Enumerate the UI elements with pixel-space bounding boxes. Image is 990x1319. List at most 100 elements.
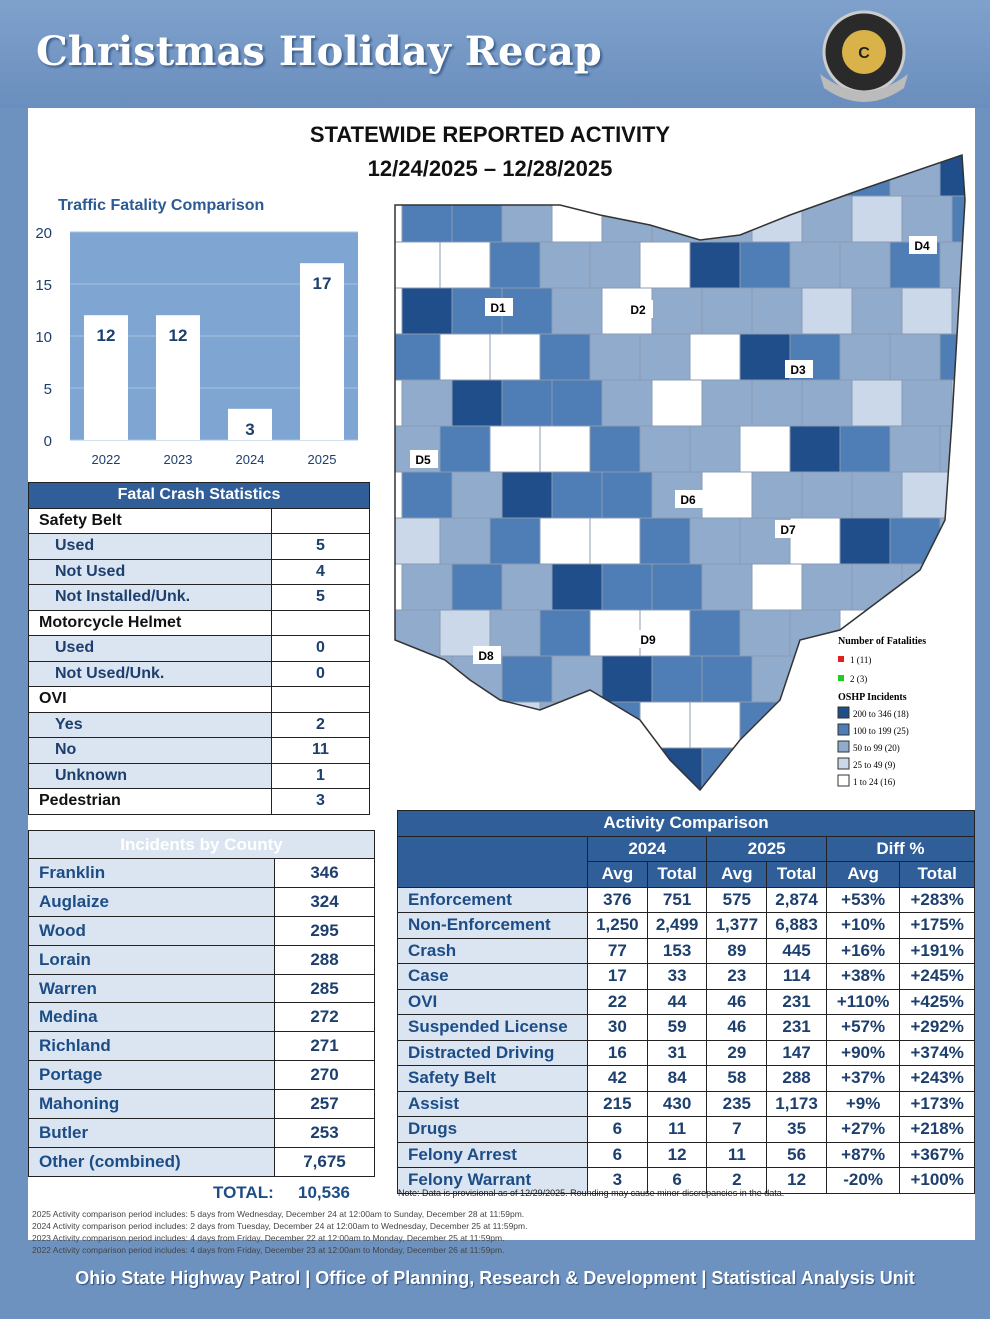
county-shape xyxy=(539,241,591,289)
fatal-row: Unknown 1 xyxy=(28,762,370,789)
activity-label: Non-Enforcement xyxy=(397,912,588,939)
x-tick-label: 2023 xyxy=(164,452,193,467)
activity-value: 17 xyxy=(587,963,648,990)
fatal-marker-icon xyxy=(838,656,844,662)
ohp-logo: C xyxy=(820,10,908,102)
activity-value: 231 xyxy=(766,988,827,1015)
activity-value: 575 xyxy=(706,886,768,913)
county-shape xyxy=(939,609,965,657)
county-shape xyxy=(639,701,691,749)
county-shape xyxy=(590,794,640,800)
activity-row: Case 17 33 23 114 +38% +245% xyxy=(397,963,975,990)
activity-value: 33 xyxy=(646,963,708,990)
county-shape xyxy=(751,195,803,243)
county-shape xyxy=(451,471,503,519)
county-shape xyxy=(901,287,953,335)
county-table: Incidents by County Franklin 346 Auglaize 3… xyxy=(28,830,375,1177)
county-shape xyxy=(851,747,903,790)
activity-value: 22 xyxy=(587,988,648,1015)
activity-value: +10% xyxy=(825,912,901,939)
activity-value: +53% xyxy=(825,886,901,913)
county-count: 257 xyxy=(274,1089,375,1120)
fatal-value: 11 xyxy=(271,737,370,764)
activity-value: +367% xyxy=(899,1141,975,1168)
total-value: 10,536 xyxy=(298,1183,350,1202)
footnote: 2024 Activity comparison period includes… xyxy=(32,1221,528,1231)
fatality-bar-chart: 0 5 10 15 20 12 2022 12 2023 3 2024 17 2025 xyxy=(35,225,358,467)
legend-swatch xyxy=(837,723,850,736)
map-legend: Number of Fatalities 1 (11) 2 (3) OSHP Inci… xyxy=(837,636,926,787)
activity-value: 215 xyxy=(587,1090,648,1117)
diff-header: Diff % xyxy=(825,835,976,862)
activity-label: Suspended License xyxy=(397,1014,588,1041)
col-header: Total xyxy=(766,861,827,888)
ohio-outline xyxy=(394,153,966,792)
x-tick-label: 2022 xyxy=(92,452,121,467)
col-header: Total xyxy=(899,861,975,888)
county-shape xyxy=(540,794,590,800)
county-row: Auglaize 324 xyxy=(28,886,375,917)
county-shape xyxy=(551,195,603,243)
activity-value: 6 xyxy=(587,1116,648,1143)
county-shape xyxy=(440,794,490,800)
county-shape xyxy=(451,195,503,243)
county-shape xyxy=(939,333,965,381)
county-shape xyxy=(395,155,441,197)
county-shape xyxy=(489,155,541,197)
activity-value: +374% xyxy=(899,1039,975,1066)
activity-value: +191% xyxy=(899,937,975,964)
county-shape xyxy=(801,747,853,790)
county-shape xyxy=(739,701,791,749)
county-name: Medina xyxy=(28,1002,275,1033)
county-shape xyxy=(489,517,541,565)
activity-value: +245% xyxy=(899,963,975,990)
county-shape xyxy=(501,655,553,703)
county-count: 295 xyxy=(274,915,375,946)
activity-value: 30 xyxy=(587,1014,648,1041)
y-tick-label: 15 xyxy=(35,277,52,294)
county-shape xyxy=(589,241,641,289)
county-shape xyxy=(651,563,703,611)
activity-value: 44 xyxy=(646,988,708,1015)
county-shape xyxy=(439,701,491,749)
county-shape xyxy=(901,379,953,427)
county-shape xyxy=(651,195,703,243)
activity-label: Assist xyxy=(397,1090,588,1117)
activity-value: +243% xyxy=(899,1065,975,1092)
activity-value: +38% xyxy=(825,963,901,990)
county-shape xyxy=(589,425,641,473)
legend-swatch xyxy=(837,706,850,719)
county-shape xyxy=(651,379,703,427)
activity-row: Non-Enforcement 1,250 2,499 1,377 6,883 +10% +… xyxy=(397,912,975,939)
y-tick-label: 10 xyxy=(35,329,52,346)
county-shape xyxy=(739,425,791,473)
activity-row: OVI 22 44 46 231 +110% +425% xyxy=(397,988,975,1015)
county-shape xyxy=(689,425,741,473)
county-shape xyxy=(551,287,603,335)
county-shape xyxy=(639,241,691,289)
fatal-row: No 11 xyxy=(28,737,370,764)
county-shape xyxy=(601,655,653,703)
county-shape xyxy=(851,379,903,427)
fatal-value: 3 xyxy=(271,788,370,815)
page-title: Christmas Holiday Recap xyxy=(36,28,602,75)
county-shape xyxy=(689,333,741,381)
county-shape xyxy=(601,471,653,519)
county-shape xyxy=(789,155,841,197)
county-shape xyxy=(551,563,603,611)
county-shape xyxy=(940,794,975,800)
activity-value: 12 xyxy=(646,1141,708,1168)
county-shape xyxy=(539,425,591,473)
county-shape xyxy=(539,701,591,749)
county-shape xyxy=(689,155,741,197)
legend-item: 1 (11) xyxy=(850,655,871,665)
county-shape xyxy=(951,471,965,519)
fatal-value: 0 xyxy=(271,660,370,687)
activity-value: -20% xyxy=(825,1167,901,1194)
county-name: Other (combined) xyxy=(28,1146,275,1177)
county-shape xyxy=(601,747,653,790)
activity-value: +425% xyxy=(899,988,975,1015)
county-shape xyxy=(751,471,803,519)
county-shape xyxy=(395,609,441,657)
fatal-value: 1 xyxy=(271,762,370,789)
